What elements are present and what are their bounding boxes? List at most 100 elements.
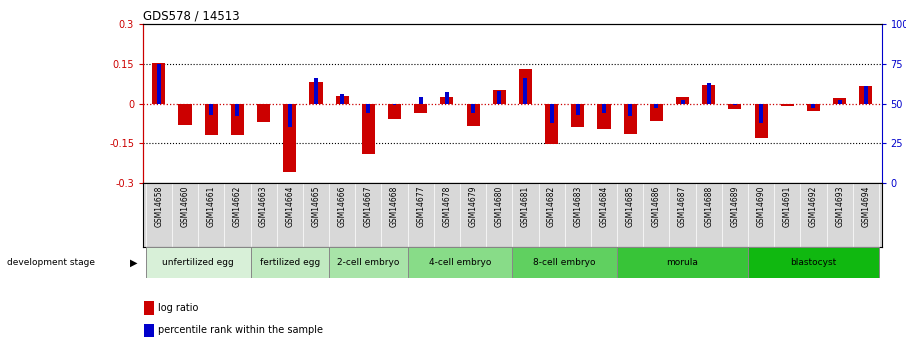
Bar — [467, 104, 479, 126]
Text: GSM14661: GSM14661 — [207, 185, 216, 227]
Bar — [205, 104, 217, 135]
Text: GSM14688: GSM14688 — [704, 185, 713, 227]
Bar — [144, 301, 154, 315]
Bar — [414, 104, 428, 113]
FancyBboxPatch shape — [748, 247, 879, 278]
Bar — [781, 104, 794, 106]
Text: GSM14687: GSM14687 — [678, 185, 687, 227]
Bar — [257, 104, 270, 122]
Text: GSM14665: GSM14665 — [312, 185, 321, 227]
Text: GSM14686: GSM14686 — [651, 185, 660, 227]
Text: morula: morula — [667, 258, 699, 267]
Bar — [314, 78, 318, 104]
Bar — [366, 104, 371, 113]
Bar — [550, 104, 554, 122]
Text: GSM14680: GSM14680 — [495, 185, 504, 227]
Bar — [361, 104, 375, 154]
Bar — [152, 62, 166, 104]
Bar — [144, 324, 154, 337]
Bar — [572, 104, 584, 127]
Bar — [834, 98, 846, 104]
Bar — [597, 104, 611, 129]
Text: GSM14689: GSM14689 — [730, 185, 739, 227]
Text: GSM14691: GSM14691 — [783, 185, 792, 227]
Bar — [628, 104, 632, 116]
Bar — [812, 104, 815, 108]
Bar — [335, 96, 349, 104]
Bar — [545, 104, 558, 145]
FancyBboxPatch shape — [617, 247, 748, 278]
Text: GSM14682: GSM14682 — [547, 185, 556, 227]
Text: GSM14666: GSM14666 — [338, 185, 347, 227]
Text: 8-cell embryo: 8-cell embryo — [534, 258, 596, 267]
Bar — [493, 90, 506, 104]
Bar — [755, 104, 767, 138]
Bar — [157, 64, 161, 104]
Bar — [519, 69, 532, 104]
Bar — [650, 104, 663, 121]
Text: GSM14685: GSM14685 — [626, 185, 635, 227]
Bar — [623, 104, 637, 134]
Bar — [209, 104, 213, 115]
Bar — [497, 91, 501, 103]
Text: GSM14663: GSM14663 — [259, 185, 268, 227]
Bar — [807, 104, 820, 111]
Text: GSM14693: GSM14693 — [835, 185, 844, 227]
Bar — [231, 104, 244, 135]
Text: GSM14668: GSM14668 — [390, 185, 399, 227]
Bar — [863, 86, 868, 104]
Bar — [392, 104, 397, 105]
Bar — [859, 86, 872, 104]
Text: development stage: development stage — [7, 258, 95, 267]
Bar — [602, 104, 606, 113]
FancyBboxPatch shape — [146, 247, 250, 278]
Text: GSM14679: GSM14679 — [468, 185, 477, 227]
Bar — [676, 97, 689, 104]
Bar — [236, 104, 239, 116]
Text: blastocyst: blastocyst — [790, 258, 836, 267]
Text: percentile rank within the sample: percentile rank within the sample — [158, 325, 323, 335]
Bar — [288, 104, 292, 127]
Bar — [702, 85, 715, 104]
Text: 4-cell embryo: 4-cell embryo — [429, 258, 491, 267]
Text: GSM14660: GSM14660 — [180, 185, 189, 227]
Bar — [419, 97, 423, 104]
Bar — [576, 104, 580, 115]
Text: fertilized egg: fertilized egg — [260, 258, 320, 267]
Bar — [838, 100, 842, 104]
Bar — [388, 104, 401, 119]
Text: ▶: ▶ — [130, 258, 137, 268]
Bar — [310, 82, 323, 104]
Text: GSM14692: GSM14692 — [809, 185, 818, 227]
Text: GSM14664: GSM14664 — [285, 185, 294, 227]
Text: GSM14658: GSM14658 — [154, 185, 163, 227]
Text: GSM14684: GSM14684 — [600, 185, 609, 227]
Bar — [340, 94, 344, 104]
FancyBboxPatch shape — [250, 247, 329, 278]
FancyBboxPatch shape — [513, 247, 617, 278]
Text: GSM14694: GSM14694 — [862, 185, 871, 227]
Text: log ratio: log ratio — [158, 303, 198, 313]
Bar — [759, 104, 763, 122]
Bar — [733, 104, 737, 105]
Bar — [524, 78, 527, 104]
Text: GSM14678: GSM14678 — [442, 185, 451, 227]
Bar — [471, 104, 475, 113]
Text: GDS578 / 14513: GDS578 / 14513 — [143, 10, 240, 23]
Text: GSM14667: GSM14667 — [364, 185, 373, 227]
Text: 2-cell embryo: 2-cell embryo — [337, 258, 400, 267]
Bar — [445, 92, 448, 104]
Bar — [284, 104, 296, 172]
Bar — [707, 83, 710, 104]
Text: GSM14662: GSM14662 — [233, 185, 242, 227]
Bar — [654, 104, 659, 108]
FancyBboxPatch shape — [408, 247, 513, 278]
Bar — [178, 104, 191, 125]
FancyBboxPatch shape — [329, 247, 408, 278]
Text: GSM14681: GSM14681 — [521, 185, 530, 227]
Text: GSM14683: GSM14683 — [573, 185, 583, 227]
Bar — [440, 97, 453, 104]
Bar — [728, 104, 741, 109]
Text: GSM14677: GSM14677 — [416, 185, 425, 227]
Text: unfertilized egg: unfertilized egg — [162, 258, 234, 267]
